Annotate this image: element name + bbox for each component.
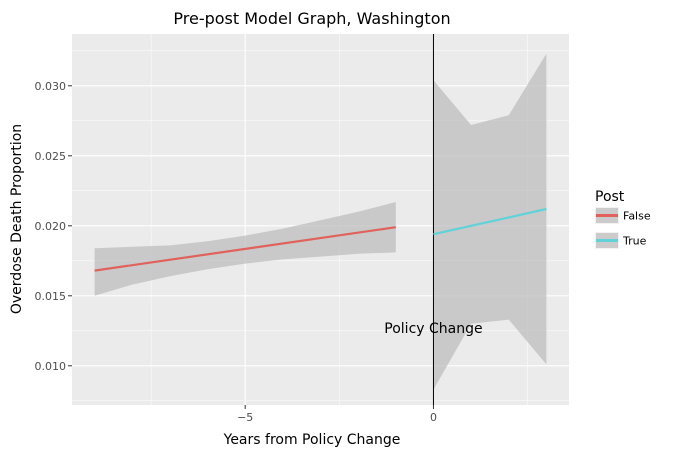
y-tick-label: 0.030 [35,80,67,93]
y-axis-ticks: 0.010 0.015 0.020 0.025 0.030 [35,80,72,373]
x-tick-label: −5 [237,411,253,424]
y-tick-label: 0.020 [35,220,67,233]
y-tick-label: 0.025 [35,150,67,163]
y-tick-label: 0.015 [35,290,67,303]
legend-title: Post [595,189,625,205]
chart-title: Pre-post Model Graph, Washington [173,9,450,28]
annotation-label: Policy Change [384,321,482,337]
x-tick-label: 0 [430,411,437,424]
annotations: Policy Change [384,321,482,337]
series-line-true [433,207,547,236]
y-tick-label: 0.010 [35,360,67,373]
series-lines [94,207,547,272]
legend-label-false: False [623,210,651,223]
x-axis-title: Years from Policy Change [223,432,401,448]
legend-label-true: True [622,235,647,248]
x-axis-ticks: −5 0 [237,405,437,424]
series-line-false [94,226,396,272]
legend: Post False True [595,189,651,249]
y-axis-title: Overdose Death Proportion [9,124,25,314]
